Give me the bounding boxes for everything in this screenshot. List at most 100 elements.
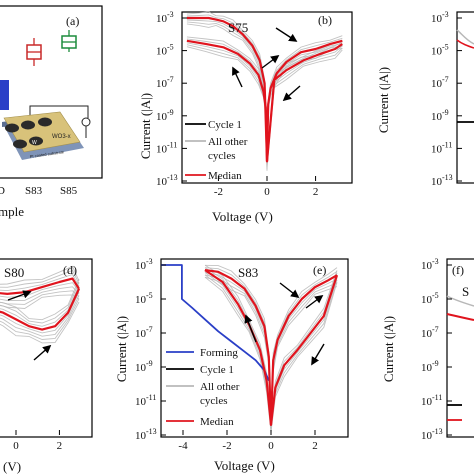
b-xtick-label-1: 0	[264, 186, 270, 198]
panel-b-sample: S75	[228, 20, 248, 35]
d-other-3-0	[0, 291, 80, 334]
c-ytick-label-5: 10-13	[431, 173, 453, 188]
b-other-2-0	[186, 42, 343, 165]
panel-d-xlabel: e (V)	[0, 459, 21, 474]
legend-other-label-2: cycles	[208, 150, 235, 162]
c-ytick-label-0: 10-3	[431, 10, 449, 25]
panel-c-frame	[456, 11, 474, 184]
panel-e-ylabel: Current (|A|)	[114, 316, 129, 382]
panel-f-frame	[446, 258, 474, 438]
panel-a-xlabel-fragment: mple	[0, 204, 24, 219]
e-ytick-label-3: 10-9	[135, 359, 153, 374]
e-xtick-label-0: -4	[178, 440, 188, 452]
inset-substrate-label: Pt coated substrate	[29, 149, 65, 159]
e-ytick-label-5: 10-13	[135, 427, 157, 442]
d-xtick-label-1: 2	[57, 440, 63, 452]
panel-a: (a) W WO3-x Pt coated s	[0, 5, 103, 219]
d-other-2-0	[0, 295, 80, 337]
panel-b-series	[186, 16, 343, 163]
f-ytick-label-1: 10-5	[421, 291, 439, 306]
panel-c-fragment: 10-3 10-5 10-7 10-9 10-11 10-13 Current (|A|)	[376, 10, 474, 188]
panel-e-legend: Forming Cycle 1 All other cycles Median	[166, 347, 240, 428]
d-other-6-1	[0, 269, 80, 288]
panel-b-label: (b)	[318, 13, 332, 27]
box-s83	[26, 38, 42, 66]
b-ytick-label-1: 10-5	[156, 43, 174, 58]
panel-b-xlabel: Voltage (V)	[212, 209, 273, 224]
d-other-6-0	[0, 282, 80, 324]
panel-f-fragment: (f) S 10-3 10-5 10-7 10-9 10-11 10-13 Current…	[381, 257, 474, 442]
arrow-e-4	[311, 343, 325, 366]
c-ytick-label-2: 10-7	[431, 75, 449, 90]
panel-f-label: (f)	[452, 263, 464, 277]
inset-wo3-label: WO3-x	[52, 134, 71, 140]
d-other-7-0	[0, 278, 80, 321]
b-xtick-label-0: -2	[214, 186, 223, 198]
d-xtick-label-0: 0	[13, 440, 19, 452]
box-s85	[61, 30, 77, 52]
arrow-d-2	[33, 344, 52, 361]
f-ytick-label-5: 10-13	[421, 427, 443, 442]
d-other-2-1	[0, 286, 80, 301]
inset-w-label: W	[32, 140, 37, 146]
d-series-0	[0, 288, 81, 331]
f-ytick-label-0: 10-3	[421, 257, 439, 272]
panel-a-frame	[0, 5, 103, 179]
b-ytick-label-5: 10-13	[156, 173, 178, 188]
e-ytick-label-2: 10-7	[135, 325, 153, 340]
b-ytick-label-3: 10-9	[156, 108, 174, 123]
f-ytick-label-3: 10-9	[421, 359, 439, 374]
f-ytick-label-2: 10-7	[421, 325, 439, 340]
panel-d: 02 S80 (d) e (V)	[0, 258, 93, 474]
e-xtick-label-2: 0	[268, 440, 274, 452]
d-other-5-1	[0, 273, 80, 292]
d-other-1-0	[0, 298, 80, 340]
legend-forming-label: Forming	[200, 347, 238, 359]
panel-b-xticks: -2 0 2	[214, 176, 318, 198]
box-s80-fragment	[0, 80, 9, 110]
legend-median-label: Median	[208, 170, 242, 182]
b-series-1	[186, 16, 269, 162]
e-ytick-label-0: 10-3	[135, 257, 153, 272]
b-xtick-label-2: 2	[313, 186, 319, 198]
c-ytick-label-1: 10-5	[431, 43, 449, 58]
c-ytick-label-4: 10-11	[431, 140, 452, 155]
arrow-b-1	[275, 27, 298, 42]
panel-e: 10-3 10-5 10-7 10-9 10-11 10-13 -4 -2 0 2 S83 (e…	[114, 257, 349, 473]
b-ytick-label-2: 10-7	[156, 75, 174, 90]
arrow-e-2	[305, 294, 324, 309]
e-xtick-label-3: 2	[312, 440, 318, 452]
legend-e-other-label: All other	[200, 381, 240, 393]
panel-a-xtick-s83: S83	[25, 185, 43, 197]
e-other-2-1	[204, 272, 338, 428]
e-series-0	[161, 264, 270, 381]
b-other-1-1	[186, 21, 268, 167]
panel-d-sample: S80	[4, 265, 24, 280]
e-other-2-0	[204, 272, 338, 428]
d-other-3-1	[0, 282, 80, 298]
panel-b-legend: Cycle 1 All other cycles Median	[185, 119, 248, 182]
panel-e-xlabel: Voltage (V)	[214, 458, 275, 473]
panel-a-xtick-s85: S85	[60, 185, 78, 197]
d-other-5-0	[0, 285, 80, 327]
panel-d-other-cycles	[0, 265, 80, 344]
arrow-b-2	[261, 54, 280, 69]
panel-e-sample: S83	[238, 265, 258, 280]
panel-d-series	[0, 277, 81, 331]
d-other-0-0	[0, 301, 80, 344]
legend-other-label: All other	[208, 136, 248, 148]
b-other-1-0	[186, 44, 343, 168]
legend-e-other-label-2: cycles	[200, 395, 227, 407]
e-series-2	[204, 269, 339, 426]
b-other-0-1	[186, 23, 268, 170]
panel-b-ylabel: Current (|A|)	[138, 93, 153, 159]
e-other-1-1	[204, 274, 338, 430]
d-other-7-1	[0, 265, 80, 285]
panel-e-series	[161, 264, 339, 426]
panel-f-sample-fragment: S	[462, 284, 469, 299]
legend-cycle1-label: Cycle 1	[208, 119, 242, 131]
e-xtick-label-1: -2	[222, 440, 231, 452]
